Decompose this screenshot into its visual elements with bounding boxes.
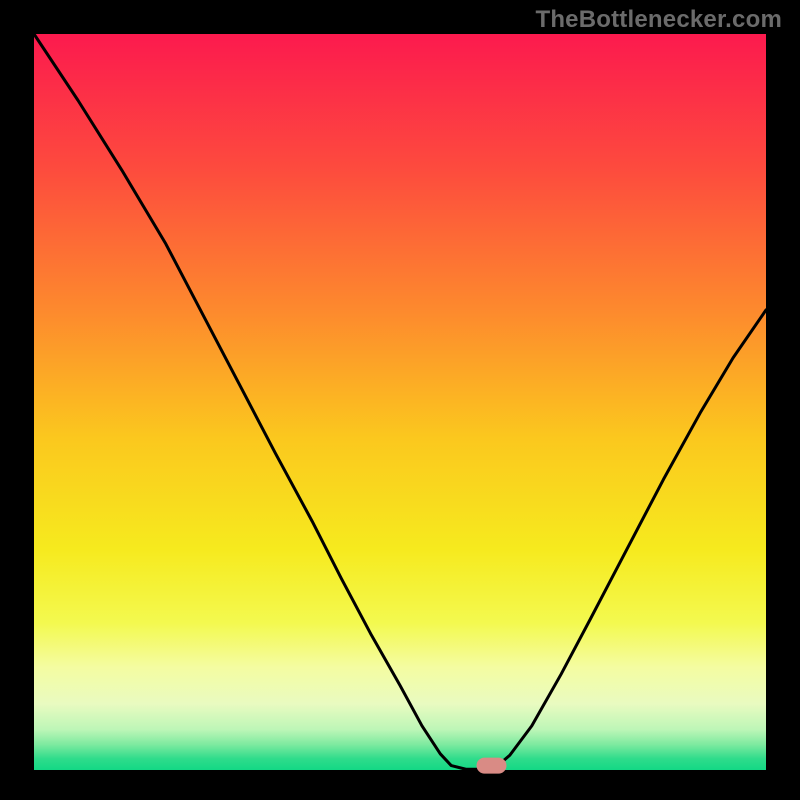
chart-container: TheBottlenecker.com <box>0 0 800 800</box>
watermark-text: TheBottlenecker.com <box>535 6 782 34</box>
chart-svg <box>0 0 800 800</box>
optimal-marker <box>477 758 507 774</box>
plot-gradient <box>34 34 766 770</box>
